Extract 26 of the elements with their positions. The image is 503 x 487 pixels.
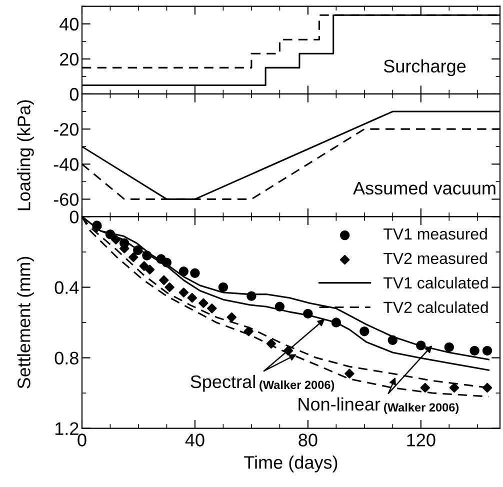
y-tick-label: 20 [60,52,79,66]
legend-label: TV2 measured [384,252,487,264]
y-tick-label: 0 [70,210,79,224]
y-axis-title: Loading (kPa) [17,100,34,210]
annotation: Spectral [190,374,255,392]
x-tick-label: 120 [407,434,436,446]
y-tick-label: 0.8 [54,352,78,365]
annotation: Assumed vacuum [353,181,496,195]
y-tick-label: 40 [60,18,79,31]
y-tick-label: -20 [54,122,79,136]
y-axis-title: Settlement (mm) [17,256,34,388]
legend-label: TV2 calculated [384,301,488,314]
y-tick-label: -60 [54,193,79,206]
annotation: (Walker 2006) [384,402,459,414]
x-tick-label: 80 [298,434,318,446]
legend-label: TV1 calculated [384,276,488,289]
y-tick-label: -40 [54,158,79,171]
annotation: (Walker 2006) [260,380,334,392]
annotation: Non-linear [298,397,380,411]
x-axis-title: Time (days) [244,456,338,472]
annotation: Surcharge [384,59,466,76]
legend-label: TV1 measured [384,228,487,240]
y-tick-label: 0 [70,88,79,101]
y-tick-label: 0.4 [54,281,79,294]
x-tick-label: 40 [185,434,204,446]
y-tick-label: 1.2 [55,422,78,435]
